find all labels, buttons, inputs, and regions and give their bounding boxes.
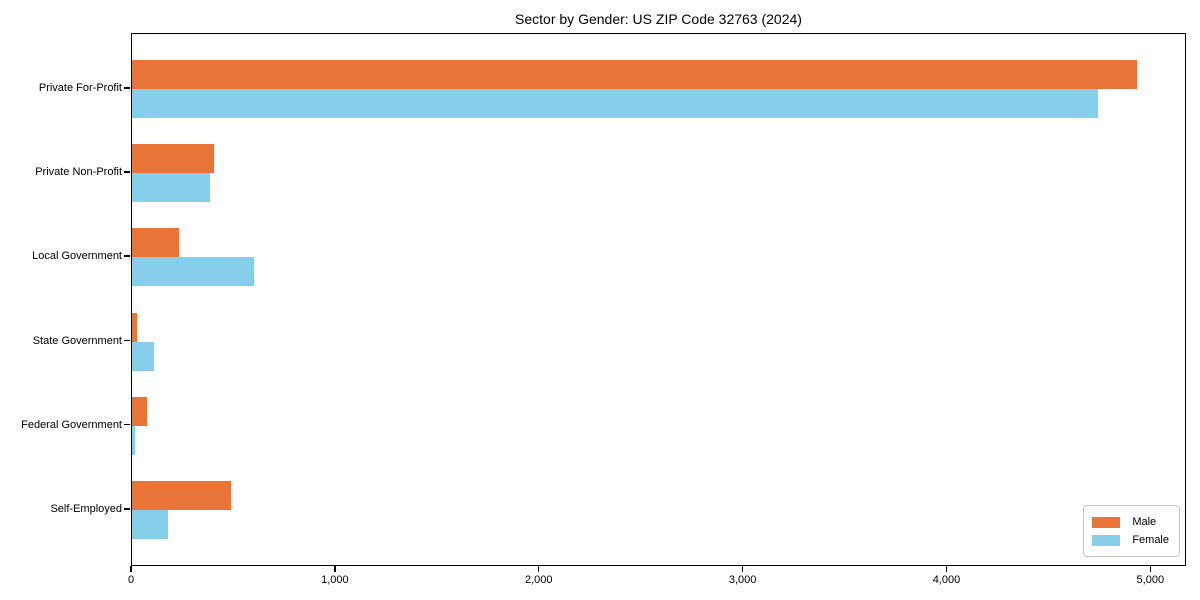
- x-axis-label-0: 0: [127, 574, 135, 586]
- legend-label-male: Male: [1132, 516, 1157, 528]
- bar-female-1: [132, 89, 1098, 118]
- y-axis-label-6: Self-Employed: [50, 503, 122, 515]
- x-tick-mark: [741, 566, 744, 572]
- bar-male-6: [132, 481, 231, 510]
- bar-male-2: [132, 144, 214, 174]
- bar-female-4: [132, 341, 154, 371]
- x-tick-mark: [945, 566, 948, 572]
- legend-swatch-male: [1092, 516, 1121, 528]
- y-axis-label-5: Federal Government: [21, 418, 122, 431]
- x-tick-mark: [1149, 566, 1152, 572]
- y-tick-mark: [124, 508, 130, 510]
- y-tick-mark: [124, 87, 130, 89]
- bar-female-3: [132, 257, 254, 287]
- legend-entry-female: Female: [1092, 531, 1169, 549]
- y-axis-label-3: Local Government: [32, 250, 122, 263]
- bar-female-5: [132, 425, 135, 455]
- legend: Male Female: [1083, 505, 1180, 557]
- legend-swatch-female: [1092, 534, 1121, 546]
- y-tick-mark: [124, 339, 130, 342]
- bar-female-6: [132, 510, 168, 539]
- bar-male-4: [132, 312, 137, 342]
- x-axis-label-3000: 3,000: [728, 574, 757, 586]
- x-tick-mark: [334, 566, 336, 572]
- x-axis-label-1000: 1,000: [321, 574, 349, 586]
- y-axis-label-4: State Government: [32, 334, 122, 347]
- y-axis-label-2: Private Non-Profit: [35, 166, 122, 179]
- plot-area: Male Female: [131, 33, 1186, 566]
- y-axis-label-1: Private For-Profit: [38, 82, 122, 94]
- legend-label-female: Female: [1132, 534, 1169, 546]
- x-tick-mark: [130, 566, 132, 572]
- bar-male-3: [132, 228, 179, 258]
- chart-title: Sector by Gender: US ZIP Code 32763 (202…: [515, 11, 802, 27]
- bar-male-5: [132, 396, 147, 426]
- x-tick-mark: [537, 566, 540, 572]
- x-axis-label-5000: 5,000: [1136, 574, 1165, 586]
- y-tick-mark: [124, 171, 130, 173]
- bar-female-2: [132, 173, 210, 203]
- y-tick-mark: [124, 423, 130, 426]
- bar-male-1: [132, 60, 1137, 89]
- x-axis-label-2000: 2,000: [524, 574, 553, 586]
- y-tick-mark: [124, 255, 130, 257]
- x-axis-label-4000: 4,000: [932, 574, 961, 586]
- legend-entry-male: Male: [1092, 513, 1169, 531]
